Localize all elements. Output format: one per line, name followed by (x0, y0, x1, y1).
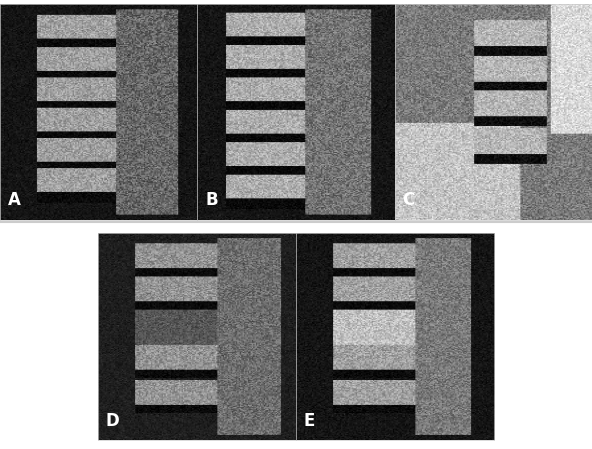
Text: B: B (205, 191, 218, 209)
Text: A: A (8, 191, 21, 209)
Text: C: C (403, 191, 415, 209)
Text: D: D (105, 412, 120, 430)
Text: E: E (304, 412, 316, 430)
